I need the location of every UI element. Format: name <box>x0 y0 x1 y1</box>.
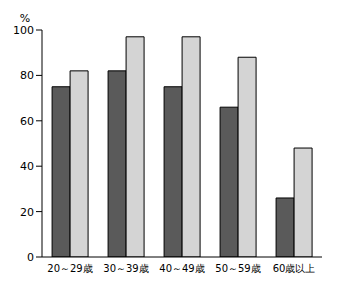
svg-text:60歳以上: 60歳以上 <box>273 263 316 274</box>
svg-text:20～29歳: 20～29歳 <box>47 263 92 274</box>
svg-text:80: 80 <box>20 69 34 82</box>
svg-text:%: % <box>20 12 30 25</box>
svg-text:40: 40 <box>20 160 34 173</box>
svg-text:20: 20 <box>20 206 34 219</box>
svg-text:40～49歳: 40～49歳 <box>159 263 204 274</box>
svg-text:0: 0 <box>27 251 34 264</box>
svg-text:30～39歳: 30～39歳 <box>103 263 148 274</box>
svg-text:60: 60 <box>20 115 34 128</box>
svg-text:100: 100 <box>13 24 34 37</box>
svg-text:50～59歳: 50～59歳 <box>215 263 260 274</box>
